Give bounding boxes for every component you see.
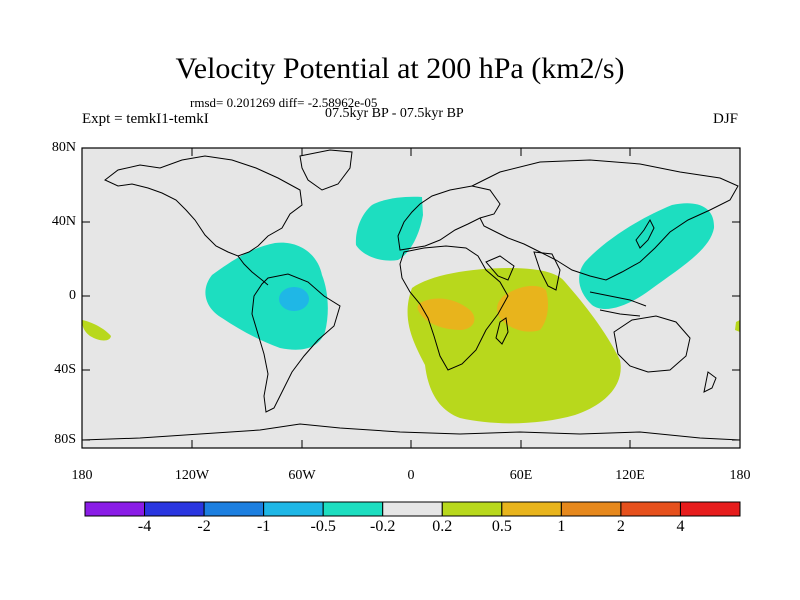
colorbar — [84, 501, 741, 517]
lon-label-180e: 180 — [729, 468, 751, 483]
coast-indonesia — [589, 291, 647, 317]
lat-label-0: 0 — [69, 288, 76, 303]
colorbar-label: -1 — [256, 518, 271, 535]
lat-label-80s: 80S — [54, 432, 76, 447]
coastline-layer — [81, 149, 741, 441]
coast-europe — [397, 185, 501, 251]
contour-samerica-neg — [205, 242, 328, 350]
axis-ticks — [81, 147, 741, 448]
lon-label-60w: 60W — [288, 468, 316, 483]
colorbar-box — [441, 501, 503, 517]
coast-greenland — [299, 149, 353, 191]
colorbar-label: 0.5 — [491, 518, 512, 535]
colorbar-label: 4 — [676, 518, 685, 535]
lat-label-40s: 40S — [54, 362, 76, 377]
coast-new-zealand — [703, 371, 717, 393]
lat-label-80n: 80N — [51, 140, 76, 155]
colorbar-box — [501, 501, 562, 517]
contour-westedge-pos — [82, 320, 111, 341]
colorbar-box — [382, 501, 443, 517]
lon-label-60e: 60E — [509, 468, 533, 483]
colorbar-box — [84, 501, 146, 517]
colorbar-label: 0.2 — [432, 518, 453, 535]
contour-africa-core-east — [497, 285, 548, 332]
lon-label-0: 0 — [407, 468, 415, 483]
experiment-label: Expt = temkI1-temkI — [82, 111, 209, 127]
lat-label-40n: 40N — [51, 214, 76, 229]
colorbar-box — [322, 501, 384, 517]
colorbar-label: 2 — [616, 518, 625, 535]
coast-madagascar — [495, 317, 509, 345]
colorbar-box — [620, 501, 681, 517]
colorbar-box — [679, 501, 741, 517]
lon-label-120w: 120W — [174, 468, 210, 483]
colorbar-label: 1 — [557, 518, 566, 535]
colorbar-box — [144, 501, 205, 517]
contour-samerica-core — [279, 287, 309, 311]
colorbar-label: -2 — [197, 518, 211, 535]
colorbar-box — [560, 501, 622, 517]
coast-north-america — [104, 155, 303, 257]
contour-eastedge-pos — [735, 320, 740, 332]
lon-label-120e: 120E — [615, 468, 645, 483]
contour-europe-neg — [355, 196, 423, 261]
coast-asia — [471, 159, 739, 281]
rmsd-diff-stats: rmsd= 0.201269 diff= -2.58962e-05 — [190, 95, 378, 110]
contour-africa-core-west — [417, 298, 475, 330]
coast-africa — [399, 245, 509, 371]
map-title: Velocity Potential at 200 hPa (km2/s) — [175, 52, 625, 85]
coast-arabia-india — [485, 251, 561, 291]
colorbar-label: -0.5 — [310, 518, 336, 535]
contour-fill-layer — [82, 196, 740, 424]
coast-japan — [635, 218, 655, 249]
colorbar-label: -4 — [137, 518, 152, 535]
coast-antarctica — [81, 423, 741, 441]
lon-label-180w: 180 — [71, 468, 93, 483]
colorbar-label: -0.2 — [370, 518, 396, 535]
period-label: 07.5kyr BP - 07.5kyr BP — [325, 106, 464, 121]
season-label: DJF — [712, 111, 738, 127]
coast-australia — [613, 315, 691, 373]
coast-south-america — [251, 273, 341, 413]
colorbar-box — [263, 501, 324, 517]
colorbar-box — [203, 501, 265, 517]
